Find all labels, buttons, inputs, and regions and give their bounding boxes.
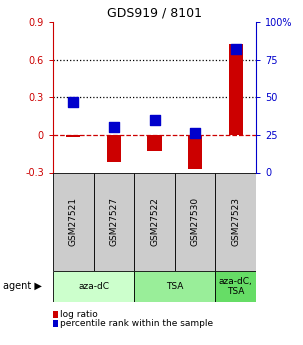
Bar (215, 271, 256, 302)
Point (152, 117, 157, 123)
Point (71, 99, 76, 105)
Bar (134, 271, 215, 302)
Text: TSA: TSA (166, 282, 184, 291)
Point (112, 125, 116, 130)
Bar (53, 172, 94, 271)
Bar (94, 172, 134, 271)
Bar (66, 135, 80, 137)
Bar (229, 44, 243, 135)
Text: agent ▶: agent ▶ (3, 282, 42, 291)
Text: percentile rank within the sample: percentile rank within the sample (59, 319, 213, 328)
Bar (134, 172, 175, 271)
Bar (148, 135, 161, 151)
Bar (175, 172, 215, 271)
Text: GSM27522: GSM27522 (150, 197, 159, 246)
Bar (215, 172, 256, 271)
Bar (107, 135, 121, 162)
Text: log ratio: log ratio (59, 310, 97, 319)
Text: aza-dC: aza-dC (78, 282, 109, 291)
Text: GSM27523: GSM27523 (231, 197, 240, 246)
Text: GSM27530: GSM27530 (191, 197, 200, 246)
Bar (53, 271, 134, 302)
Point (233, 47, 238, 52)
Text: aza-dC,
TSA: aza-dC, TSA (219, 277, 253, 296)
Bar (188, 135, 202, 169)
Title: GDS919 / 8101: GDS919 / 8101 (107, 7, 202, 20)
Point (193, 131, 198, 136)
Text: GSM27527: GSM27527 (109, 197, 118, 246)
Text: GSM27521: GSM27521 (69, 197, 78, 246)
